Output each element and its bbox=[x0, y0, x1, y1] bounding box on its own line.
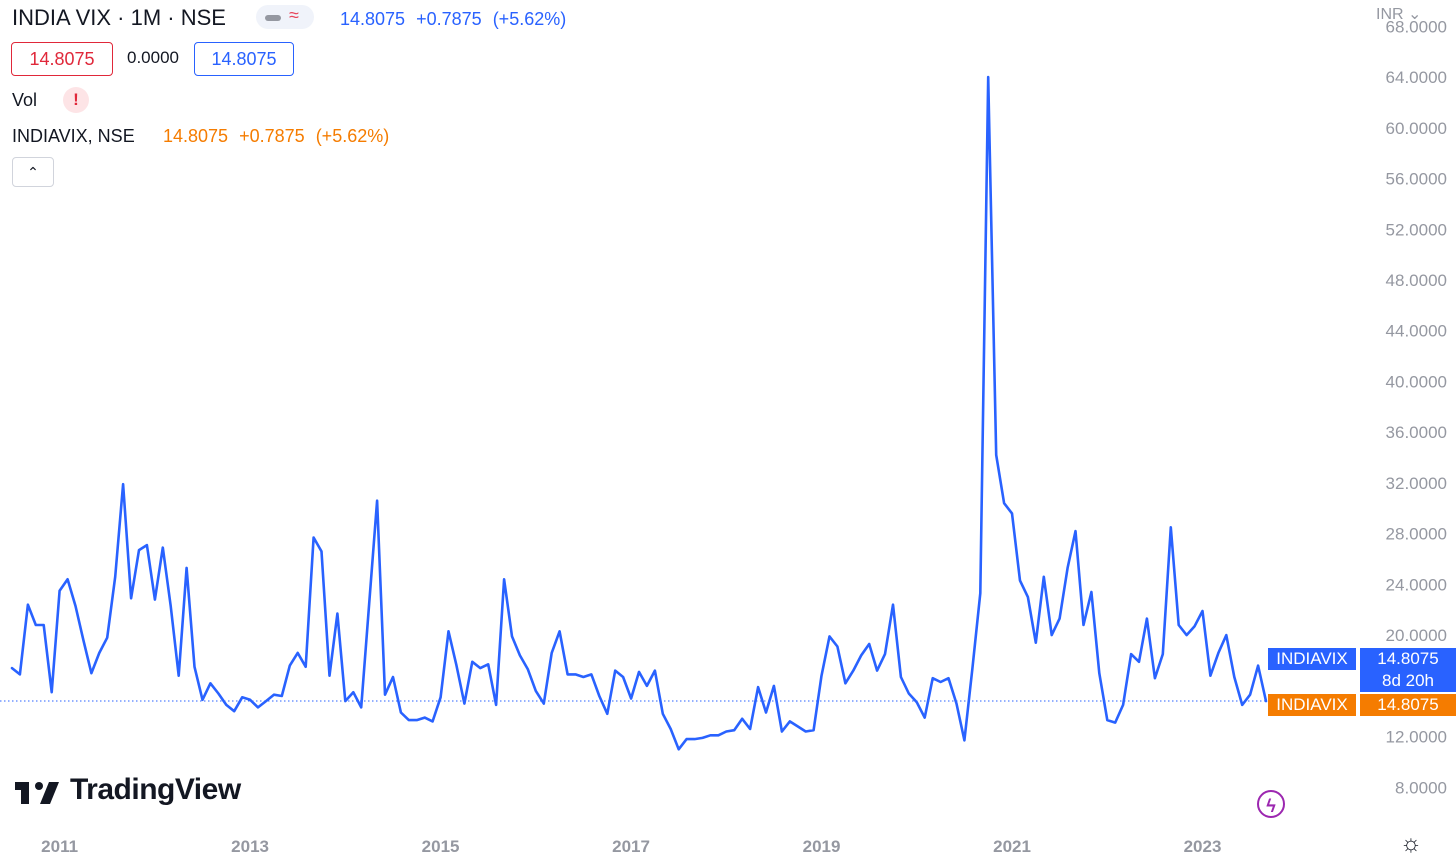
last-price: 14.8075 bbox=[340, 9, 406, 29]
y-tick-label: 36.0000 bbox=[1386, 423, 1447, 442]
lightning-icon[interactable]: ϟ bbox=[1257, 790, 1285, 818]
overlay-symbol[interactable]: INDIAVIX, NSE bbox=[12, 126, 135, 146]
main-price-value: 14.8075 bbox=[1377, 649, 1439, 668]
y-tick-label: 60.0000 bbox=[1386, 119, 1447, 138]
buy-button[interactable]: 14.8075 bbox=[194, 42, 294, 76]
x-tick-label: 2015 bbox=[422, 837, 460, 856]
y-tick-label: 56.0000 bbox=[1386, 170, 1447, 189]
series-toggle[interactable]: ≈ bbox=[256, 5, 314, 29]
spread-value: 0.0000 bbox=[127, 48, 179, 67]
sell-button[interactable]: 14.8075 bbox=[11, 42, 113, 76]
overlay-change: +0.7875 bbox=[239, 126, 305, 146]
x-tick-label: 2017 bbox=[612, 837, 650, 856]
y-tick-label: 24.0000 bbox=[1386, 575, 1447, 594]
x-tick-label: 2011 bbox=[41, 837, 78, 856]
overlay-change-pct: (+5.62%) bbox=[315, 126, 390, 146]
y-tick-label: 8.0000 bbox=[1395, 778, 1447, 797]
y-tick-label: 12.0000 bbox=[1386, 728, 1447, 747]
symbol-title[interactable]: INDIA VIX · 1M · NSE bbox=[12, 5, 226, 30]
y-tick-label: 52.0000 bbox=[1386, 220, 1447, 239]
overlay-series-label: INDIAVIX bbox=[1268, 694, 1356, 716]
main-price-label: 14.8075 8d 20h bbox=[1360, 648, 1456, 692]
currency-dropdown[interactable]: INR ⌄ bbox=[1376, 4, 1421, 24]
y-tick-label: 64.0000 bbox=[1386, 68, 1447, 87]
alert-icon[interactable]: ! bbox=[63, 87, 89, 113]
collapse-legend-button[interactable]: ⌃ bbox=[12, 157, 54, 187]
tradingview-wordmark: TradingView bbox=[70, 773, 241, 806]
collapse-bar-icon bbox=[265, 15, 281, 21]
bar-countdown: 8d 20h bbox=[1382, 671, 1434, 690]
settings-gear-icon[interactable]: ☼ bbox=[1400, 830, 1422, 857]
overlay-price-label: 14.8075 bbox=[1360, 694, 1456, 716]
header-quote: 14.8075 +0.7875 (+5.62%) bbox=[340, 9, 572, 30]
overlay-price: 14.8075 bbox=[163, 126, 229, 146]
x-tick-label: 2023 bbox=[1184, 837, 1222, 856]
price-change: +0.7875 bbox=[416, 9, 482, 29]
y-tick-label: 20.0000 bbox=[1386, 626, 1447, 645]
chevron-up-icon: ⌃ bbox=[27, 164, 39, 180]
volume-label[interactable]: Vol bbox=[12, 90, 38, 110]
x-tick-label: 2021 bbox=[993, 837, 1031, 856]
y-tick-label: 44.0000 bbox=[1386, 322, 1447, 341]
y-tick-label: 48.0000 bbox=[1386, 271, 1447, 290]
y-tick-label: 32.0000 bbox=[1386, 474, 1447, 493]
y-tick-label: 40.0000 bbox=[1386, 372, 1447, 391]
y-tick-label: 68.0000 bbox=[1386, 17, 1447, 36]
overlay-quote: 14.8075 +0.7875 (+5.62%) bbox=[163, 126, 395, 147]
x-tick-label: 2013 bbox=[231, 837, 269, 856]
tradingview-logo-icon bbox=[15, 782, 59, 804]
chevron-down-icon: ⌄ bbox=[1403, 6, 1422, 23]
main-series-label: INDIAVIX bbox=[1268, 648, 1356, 670]
series-line-indiavix bbox=[10, 75, 1268, 751]
y-tick-label: 28.0000 bbox=[1386, 525, 1447, 544]
price-change-pct: (+5.62%) bbox=[492, 9, 567, 29]
approx-icon: ≈ bbox=[289, 5, 299, 25]
x-tick-label: 2019 bbox=[803, 837, 841, 856]
currency-label: INR bbox=[1376, 6, 1404, 23]
